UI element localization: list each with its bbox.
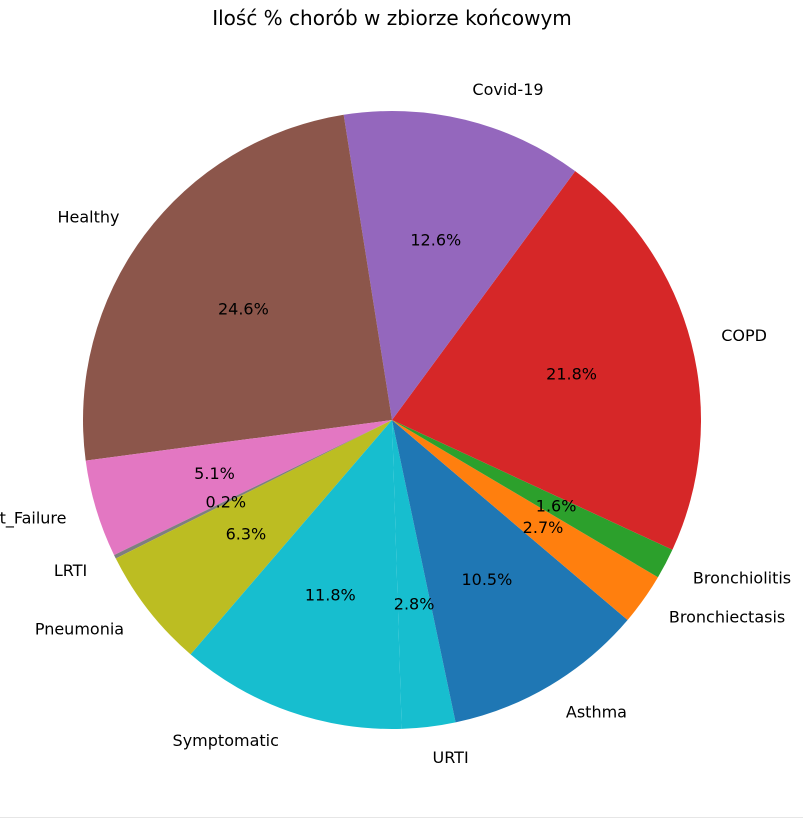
pie-label-asthma: Asthma	[566, 703, 627, 722]
pie-slice-heart-failure	[85, 420, 392, 556]
pie-percent-label: 5.1%	[194, 464, 235, 483]
pie-percent-label: 6.3%	[226, 525, 267, 544]
pie-label-copd: COPD	[721, 326, 767, 345]
pie-label-covid-19: Covid-19	[472, 80, 543, 99]
pie-label-symptomatic: Symptomatic	[173, 731, 279, 750]
pie-percent-label: 0.2%	[205, 493, 246, 512]
pie-slice-healthy	[83, 114, 392, 461]
pie-slices	[83, 110, 701, 730]
pie-slice-lrti	[114, 420, 392, 559]
chart-title: Ilość % chorób w zbiorze końcowym	[212, 6, 572, 30]
pie-slice-pneumonia	[115, 420, 393, 655]
pie-slice-symptomatic	[190, 420, 402, 730]
pie-percent-label: 2.7%	[523, 518, 564, 537]
pie-percent-label: 11.8%	[305, 585, 356, 604]
pie-percent-label: 2.8%	[394, 595, 435, 614]
pie-percent-label: 12.6%	[410, 230, 461, 249]
pie-slice-bronchiolitis	[392, 420, 673, 578]
pie-label-heart-failure: Heart_Failure	[0, 508, 67, 528]
pie-label-healthy: Healthy	[57, 207, 119, 226]
pie-percent-label: 10.5%	[461, 570, 512, 589]
pie-slice-copd	[392, 171, 701, 550]
pie-percent-label: 21.8%	[546, 364, 597, 383]
pie-label-bronchiolitis: Bronchiolitis	[693, 569, 791, 588]
pie-percent-label: 24.6%	[218, 300, 269, 319]
pie-slice-covid-19	[343, 110, 576, 420]
bottom-divider	[0, 817, 803, 818]
pie-label-pneumonia: Pneumonia	[35, 620, 124, 639]
pie-label-bronchiectasis: Bronchiectasis	[669, 608, 785, 627]
pie-slice-urti	[392, 420, 456, 729]
pie-label-lrti: LRTI	[54, 561, 87, 580]
pie-percent-label: 1.6%	[536, 497, 577, 516]
pie-label-urti: URTI	[433, 748, 469, 767]
pie-percent-labels: 2.8% 10.5% 2.7% 1.6% 21.8% 12.6% 24.6% 5.1% 0.2%…	[194, 230, 597, 613]
pie-category-labels: URTI Asthma Bronchiectasis Bronchiolitis COP…	[0, 80, 791, 767]
pie-slice-asthma	[392, 420, 628, 723]
pie-slice-bronchiectasis	[392, 420, 658, 620]
